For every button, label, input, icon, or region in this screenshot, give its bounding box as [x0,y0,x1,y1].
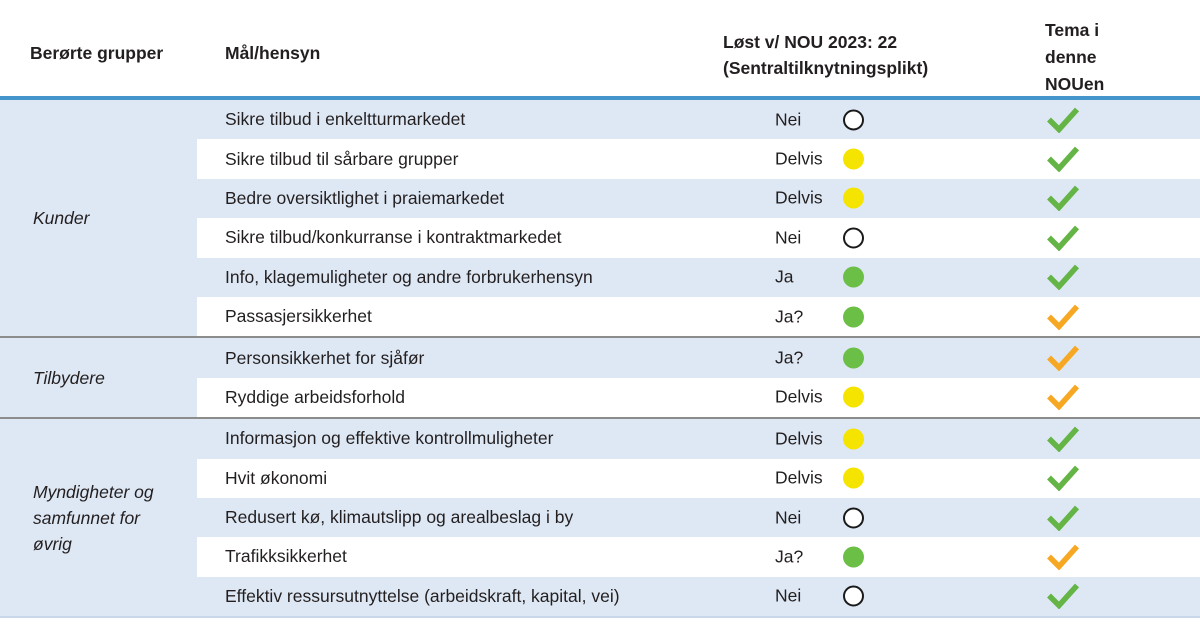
goal-label: Sikre tilbud i enkeltturmarkedet [225,109,466,130]
table-row: Bedre oversiktlighet i praiemarkedet Delv… [197,178,1200,219]
status-dot-white-icon [843,227,864,249]
table-row: Informasjon og effektive kontrollmulighe… [197,419,1200,459]
column-header-theme-line2: denne [1045,47,1097,67]
status-dot-yellow-icon [843,428,864,450]
column-header-theme-line1: Tema i [1045,20,1100,40]
theme-checkmark-green-icon [1047,505,1079,531]
column-header-solved-by-nou: Løst v/ NOU 2023: 22 (Sentraltilknytnings… [723,29,928,81]
group-label: Kunder [0,100,197,337]
theme-checkmark-green-icon [1047,465,1079,492]
goal-label: Redusert kø, klimautslipp og arealbeslag… [225,507,574,528]
status-dot-yellow-icon [843,386,864,408]
column-header-theme: Tema i denne NOUen [1045,17,1104,98]
group-kunder: Kunder Sikre tilbud i enkeltturmarkedet N… [0,100,1200,337]
status-label: Nei [775,507,802,528]
theme-checkmark-orange-icon [1047,345,1079,372]
column-header-solved-line1: Løst v/ NOU 2023: 22 [723,32,898,52]
table-row: Sikre tilbud i enkeltturmarkedet Nei [197,100,1200,140]
status-label: Ja [775,266,794,287]
goal-label: Sikre tilbud til sårbare grupper [225,148,459,169]
theme-checkmark-orange-icon [1047,544,1079,570]
goal-label: Ryddige arbeidsforhold [225,386,405,407]
table-row: Sikre tilbud/konkurranse i kontraktmarke… [197,218,1200,258]
theme-checkmark-green-icon [1047,107,1079,133]
table-row: Ryddige arbeidsforhold Delvis [197,377,1200,418]
status-dot-white-icon [843,109,864,131]
goal-label: Passasjersikkerhet [225,306,372,327]
status-label: Nei [775,585,802,606]
theme-checkmark-green-icon [1047,426,1079,452]
status-label: Nei [775,109,802,130]
status-dot-yellow-icon [843,148,864,170]
goal-label: Info, klagemuligheter og andre forbruker… [225,266,593,287]
status-label: Nei [775,227,802,248]
goal-label: Trafikksikkerhet [225,546,347,567]
status-label: Delvis [775,428,823,449]
table-row: Hvit økonomi Delvis [197,458,1200,498]
group-rows: Sikre tilbud i enkeltturmarkedet Nei Sikre… [197,100,1200,337]
theme-checkmark-green-icon [1047,225,1079,251]
theme-checkmark-orange-icon [1047,304,1079,330]
column-header-theme-line3: NOUen [1045,74,1105,94]
status-label: Delvis [775,148,823,169]
goal-label: Informasjon og effektive kontrollmulighe… [225,428,554,449]
table-header: Berørte grupper Mål/hensyn Løst v/ NOU 2… [0,0,1200,100]
table-row: Passasjersikkerhet Ja? [197,296,1200,337]
status-label: Ja? [775,347,804,368]
status-dot-green-icon [843,306,864,328]
status-dot-white-icon [843,585,864,607]
goal-label: Bedre oversiktlighet i praiemarkedet [225,187,505,208]
table-row: Sikre tilbud til sårbare grupper Delvis [197,139,1200,179]
status-dot-green-icon [843,266,864,288]
table-row: Redusert kø, klimautslipp og arealbeslag… [197,497,1200,538]
goal-label: Hvit økonomi [225,467,328,488]
group-rows: Personsikkerhet for sjåfør Ja? Ryddige arb… [197,338,1200,418]
table-body: Kunder Sikre tilbud i enkeltturmarkedet N… [0,100,1200,619]
goal-label: Effektiv ressursutnyttelse (arbeidskraft… [225,585,620,606]
column-header-affected-groups: Berørte grupper [30,43,164,63]
theme-checkmark-orange-icon [1047,384,1079,411]
goal-label: Personsikkerhet for sjåfør [225,347,425,368]
table-row: Personsikkerhet for sjåfør Ja? [197,338,1200,378]
goal-label: Sikre tilbud/konkurranse i kontraktmarke… [225,227,562,248]
status-dot-green-icon [843,347,864,369]
theme-checkmark-green-icon [1047,146,1079,173]
status-dot-yellow-icon [843,467,864,489]
status-dot-yellow-icon [843,187,864,209]
status-label: Ja? [775,546,804,567]
column-header-solved-line2: (Sentraltilknytningsplikt) [723,58,929,78]
theme-checkmark-green-icon [1047,583,1079,610]
group-label: Tilbydere [0,338,197,418]
status-label: Delvis [775,467,823,488]
group-label: Myndigheter og samfunnet for øvrig [0,419,197,617]
theme-checkmark-green-icon [1047,185,1079,212]
status-dot-green-icon [843,546,864,568]
column-header-goals: Mål/hensyn [225,43,321,63]
header-divider-rule [0,96,1200,100]
status-dot-white-icon [843,507,864,529]
theme-checkmark-green-icon [1047,264,1079,291]
table-row: Trafikksikkerhet Ja? [197,537,1200,577]
group-tilbydere: Tilbydere Personsikkerhet for sjåfør Ja? R… [0,336,1200,418]
status-label: Ja? [775,306,804,327]
status-label: Delvis [775,386,823,407]
status-label: Delvis [775,187,823,208]
table-row: Info, klagemuligheter og andre forbruker… [197,257,1200,297]
group-myndigheter: Myndigheter og samfunnet for øvrig Infor… [0,417,1200,617]
group-rows: Informasjon og effektive kontrollmulighe… [197,419,1200,617]
table-row: Effektiv ressursutnyttelse (arbeidskraft… [197,576,1200,617]
